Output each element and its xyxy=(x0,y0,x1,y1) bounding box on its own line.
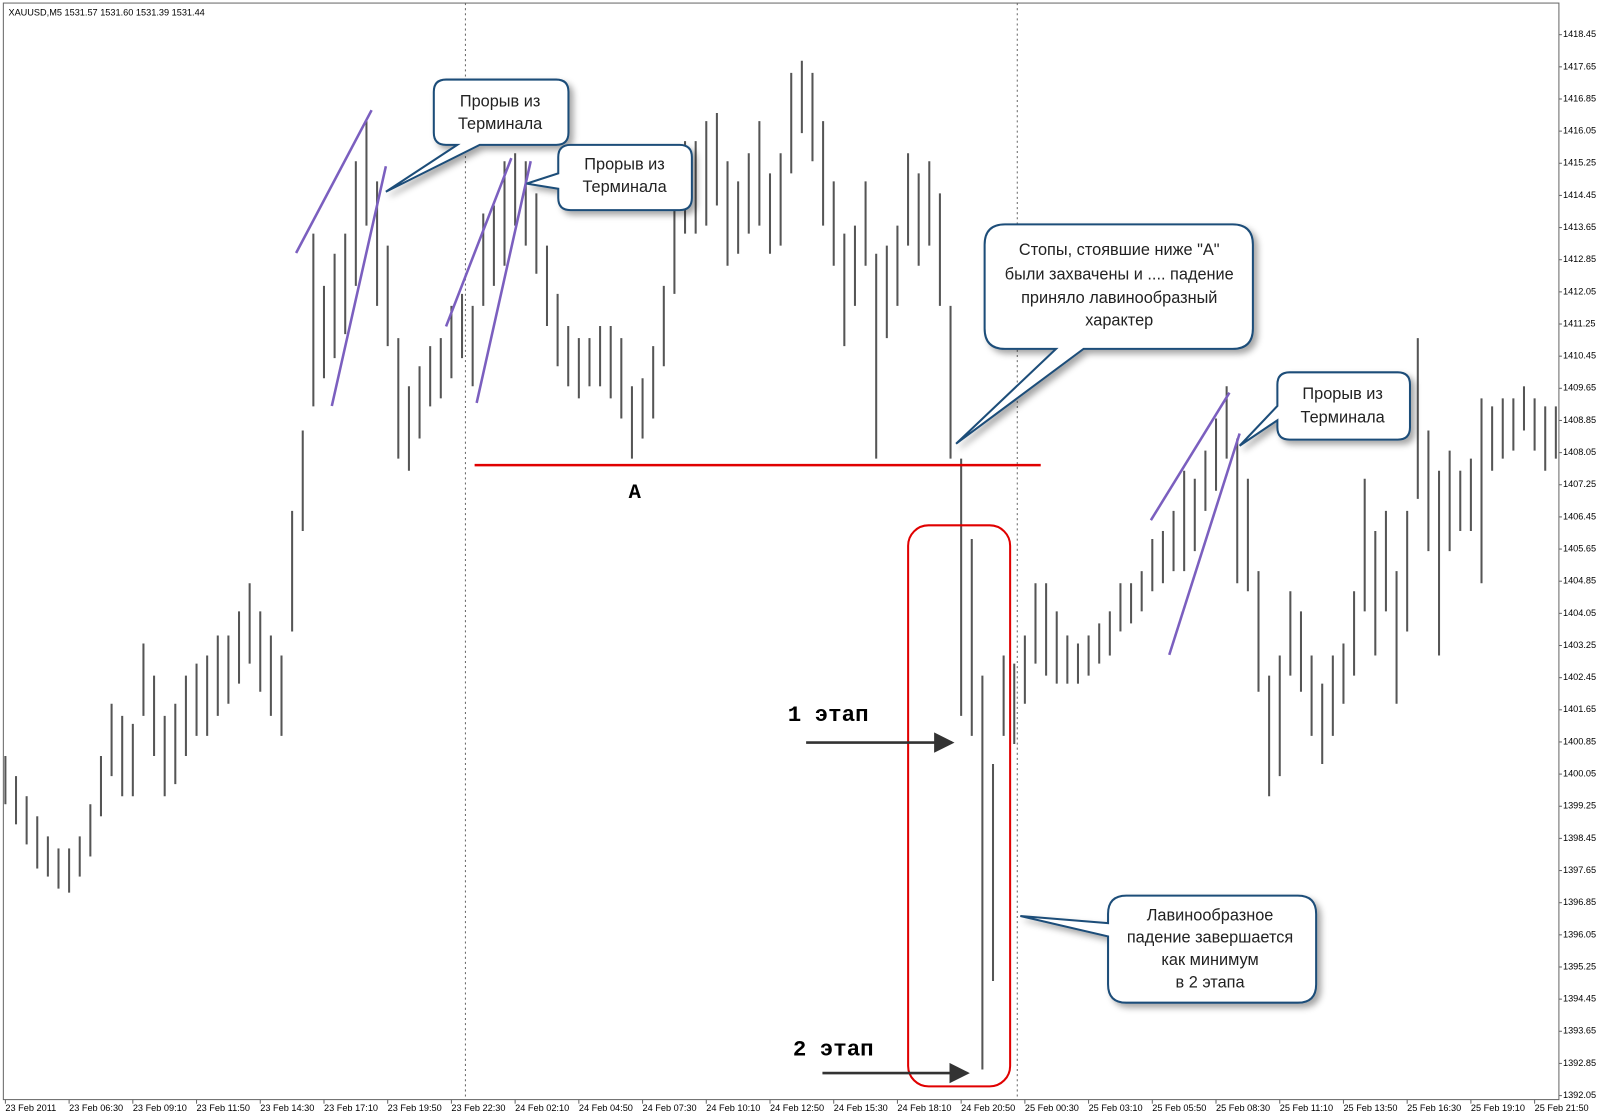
y-tick-label: 1413.65 xyxy=(1563,222,1596,232)
y-tick-label: 1407.25 xyxy=(1563,479,1596,489)
callout: Лавинообразное падение завершается как м… xyxy=(1020,894,1318,1004)
x-tick-label: 25 Feb 16:30 xyxy=(1407,1103,1461,1113)
x-tick-label: 24 Feb 20:50 xyxy=(961,1103,1015,1113)
x-tick-label: 24 Feb 07:30 xyxy=(643,1103,697,1113)
x-tick-label: 25 Feb 19:10 xyxy=(1471,1103,1525,1113)
price-bars xyxy=(4,60,1557,1070)
callout-text: Терминала xyxy=(582,178,667,196)
x-tick-label: 23 Feb 14:30 xyxy=(260,1103,314,1113)
y-tick-label: 1414.45 xyxy=(1563,190,1596,200)
callout-text: в 2 этапа xyxy=(1176,974,1246,992)
y-tick-label: 1392.05 xyxy=(1563,1090,1596,1100)
callout-text: Лавинообразное xyxy=(1147,906,1274,924)
callout-text: Прорыв из xyxy=(460,92,540,110)
x-tick-label: 24 Feb 15:30 xyxy=(834,1103,888,1113)
callout: Прорыв из Терминала xyxy=(526,143,693,212)
trend-line xyxy=(1149,392,1231,521)
y-tick-label: 1418.45 xyxy=(1563,29,1596,39)
y-tick-label: 1405.65 xyxy=(1563,543,1596,553)
drawings xyxy=(294,109,1241,656)
callout-text: Прорыв из xyxy=(584,156,664,174)
x-tick-label: 23 Feb 17:10 xyxy=(324,1103,378,1113)
x-tick-label: 25 Feb 21:50 xyxy=(1535,1103,1589,1113)
y-tick-label: 1409.65 xyxy=(1563,383,1596,393)
x-tick-label: 23 Feb 19:50 xyxy=(388,1103,442,1113)
chart-title: XAUUSD,M5 1531.57 1531.60 1531.39 1531.4… xyxy=(8,8,204,18)
x-tick-label: 24 Feb 02:10 xyxy=(515,1103,569,1113)
y-tick-label: 1415.25 xyxy=(1563,158,1596,168)
y-tick-label: 1402.45 xyxy=(1563,672,1596,682)
y-tick-label: 1396.05 xyxy=(1563,929,1596,939)
trend-line xyxy=(475,160,532,404)
y-tick-label: 1401.65 xyxy=(1563,704,1596,714)
highlight-box xyxy=(907,524,1012,1088)
y-tick-label: 1404.05 xyxy=(1563,608,1596,618)
stage-label: 1 этап xyxy=(788,702,869,728)
x-tick-label: 24 Feb 10:10 xyxy=(706,1103,760,1113)
y-tick-label: 1411.25 xyxy=(1563,318,1595,328)
y-tick-label: 1416.85 xyxy=(1563,93,1596,103)
axes: 1418.45 1417.65 1416.85 1416.05 1415.25 1414.… xyxy=(4,29,1596,1113)
callout-text: падение завершается xyxy=(1127,929,1293,947)
y-tick-label: 1393.65 xyxy=(1563,1026,1596,1036)
level-label: А xyxy=(629,482,642,505)
x-tick-label: 25 Feb 11:10 xyxy=(1280,1103,1333,1113)
y-tick-label: 1396.85 xyxy=(1563,897,1596,907)
x-tick-label: 25 Feb 03:10 xyxy=(1089,1103,1143,1113)
y-tick-label: 1408.85 xyxy=(1563,415,1596,425)
x-tick-label: 23 Feb 06:30 xyxy=(69,1103,123,1113)
callout-text: Терминала xyxy=(458,115,543,133)
x-tick-label: 23 Feb 22:30 xyxy=(451,1103,505,1113)
y-tick-label: 1395.25 xyxy=(1563,961,1596,971)
callout-text: Терминала xyxy=(1301,409,1386,427)
x-tick-label: 24 Feb 04:50 xyxy=(579,1103,633,1113)
y-tick-label: 1400.05 xyxy=(1563,769,1596,779)
x-tick-label: 25 Feb 00:30 xyxy=(1025,1103,1079,1113)
y-tick-label: 1397.65 xyxy=(1563,865,1596,875)
callout-text: Прорыв из xyxy=(1302,385,1382,403)
y-tick-label: 1412.85 xyxy=(1563,254,1596,264)
plot-frame xyxy=(2,2,1560,1101)
trend-line xyxy=(1168,433,1241,656)
y-tick-label: 1408.05 xyxy=(1563,447,1596,457)
y-tick-label: 1416.05 xyxy=(1563,126,1596,136)
callout-text: были захвачены и .... падение xyxy=(1005,266,1234,284)
y-tick-label: 1412.05 xyxy=(1563,286,1596,296)
x-tick-label: 24 Feb 18:10 xyxy=(897,1103,951,1113)
trend-line xyxy=(444,157,513,327)
y-tick-label: 1394.45 xyxy=(1563,994,1596,1004)
callout-text: характер xyxy=(1085,312,1153,330)
y-tick-label: 1398.45 xyxy=(1563,833,1596,843)
y-tick-label: 1406.45 xyxy=(1563,511,1596,521)
y-tick-label: 1399.25 xyxy=(1563,801,1596,811)
trend-line xyxy=(330,165,388,407)
callout-text: приняло лавинообразный xyxy=(1021,289,1217,307)
callout: Прорыв из Терминала xyxy=(1238,371,1412,447)
x-tick-label: 25 Feb 13:50 xyxy=(1343,1103,1397,1113)
y-tick-label: 1417.65 xyxy=(1563,61,1596,71)
callout: Стопы, стоявшие ниже "А" были захвачены … xyxy=(955,223,1254,445)
stage-label: 2 этап xyxy=(793,1037,874,1063)
y-tick-label: 1400.85 xyxy=(1563,736,1596,746)
x-tick-label: 24 Feb 12:50 xyxy=(770,1103,824,1113)
y-tick-label: 1392.85 xyxy=(1563,1058,1596,1068)
x-tick-label: 23 Feb 09:10 xyxy=(133,1103,187,1113)
callout: Прорыв из Терминала xyxy=(385,78,570,193)
y-tick-label: 1404.85 xyxy=(1563,576,1596,586)
trend-line xyxy=(294,109,373,254)
x-tick-label: 25 Feb 08:30 xyxy=(1216,1103,1270,1113)
y-tick-label: 1410.45 xyxy=(1563,351,1596,361)
x-tick-label: 25 Feb 05:50 xyxy=(1152,1103,1206,1113)
x-tick-label: 23 Feb 2011 xyxy=(5,1103,56,1113)
callout-text: Стопы, стоявшие ниже "А" xyxy=(1019,241,1220,259)
y-tick-label: 1403.25 xyxy=(1563,640,1596,650)
x-tick-label: 23 Feb 11:50 xyxy=(197,1103,250,1113)
callout-text: как минимум xyxy=(1161,951,1258,969)
